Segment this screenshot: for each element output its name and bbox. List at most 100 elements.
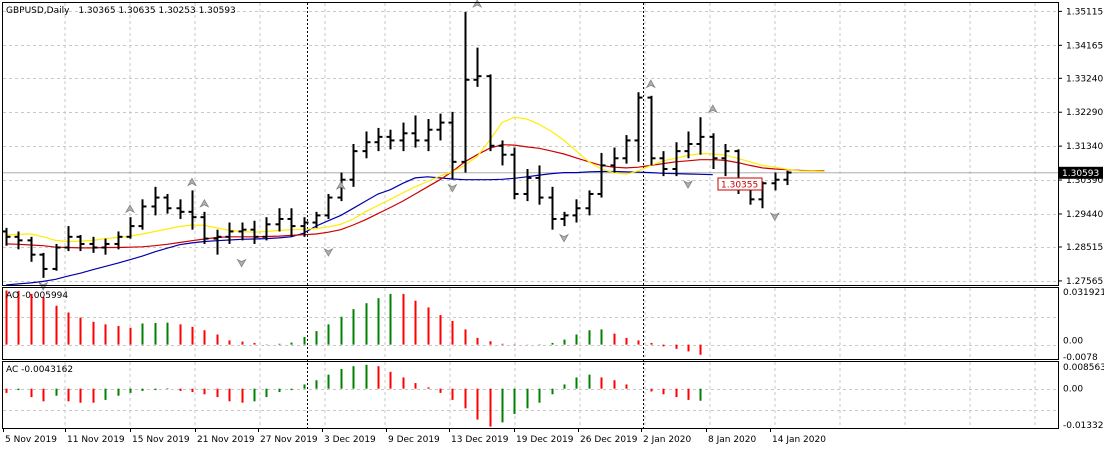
ohlc-bar — [225, 222, 234, 244]
ohlc-bar — [535, 165, 544, 205]
ohlc-bar — [2, 227, 11, 246]
time-tick-label: 14 Jan 2020 — [772, 435, 826, 445]
ohlc-bar — [436, 113, 445, 141]
ohlc-bar — [597, 152, 606, 198]
ohlc-bar — [287, 208, 296, 237]
price-tag: 1.30355 — [717, 177, 763, 191]
fractal-up-arrow — [472, 0, 483, 8]
fractal-up-arrow — [335, 181, 346, 190]
ohlc-bar — [27, 236, 36, 262]
ohlc-bar — [548, 186, 557, 230]
price-bars — [2, 11, 792, 278]
fractal-down-arrow — [769, 212, 780, 222]
ohlc-bar — [151, 186, 160, 216]
ohlc-bar — [200, 211, 209, 244]
ohlc-bar — [362, 131, 371, 159]
period-separators — [307, 3, 644, 428]
ohlc-bar — [126, 217, 135, 239]
grid — [3, 3, 1058, 428]
ao-tick-label: -0.0078 — [1063, 353, 1098, 363]
ohlc-bar — [324, 193, 333, 219]
ohlc-bar — [386, 129, 395, 150]
fractal-up-arrow — [199, 199, 210, 208]
ac-pane-frame — [2, 361, 1059, 429]
ac-tick-label: 0.00 — [1063, 385, 1083, 395]
ohlc-bar — [238, 222, 247, 241]
last-price-marker: 1.30593 — [1059, 166, 1103, 179]
ma-line-red — [5, 144, 825, 249]
ohlc-bar — [771, 172, 780, 191]
price-tick-label: 1.35115 — [1066, 7, 1103, 17]
ohlc-bar — [585, 190, 594, 216]
time-tick-label: 3 Dec 2019 — [324, 435, 376, 445]
price-tick-label: 1.31340 — [1066, 142, 1103, 152]
time-tick-label: 21 Nov 2019 — [197, 435, 255, 445]
ohlc-bar — [696, 117, 705, 155]
ohlc-bar — [672, 142, 681, 177]
price-tick-label: 1.34165 — [1066, 41, 1103, 51]
ohlc-bar — [622, 135, 631, 164]
ohlc-bar — [411, 115, 420, 148]
fractal-down-arrow — [558, 233, 570, 243]
fractal-down-arrow — [236, 258, 247, 268]
time-tick-label: 5 Nov 2019 — [5, 435, 57, 445]
ohlc-bar — [610, 147, 619, 173]
time-tick-label: 19 Dec 2019 — [516, 435, 574, 445]
price-tick-label: 1.29440 — [1066, 210, 1103, 220]
ao-pane-frame — [2, 287, 1059, 360]
ohlc-bar — [114, 231, 123, 250]
fractal-up-arrow — [186, 177, 198, 187]
symbol-title: GBPUSD,Daily 1.30365 1.30635 1.30253 1.3… — [6, 6, 236, 16]
ao-tick-label: 0.00 — [1063, 337, 1083, 347]
time-axis: 5 Nov 2019 11 Nov 2019 15 Nov 2019 21 Nov 2… — [3, 428, 826, 445]
ohlc-bar — [498, 140, 507, 166]
ohlc-bar — [634, 92, 643, 162]
ohlc-bar — [783, 170, 792, 186]
price-tag-label: 1.30355 — [721, 181, 758, 191]
ohlc-bar — [510, 147, 519, 200]
price-tick-label: 1.30390 — [1066, 176, 1103, 186]
ma-line-blue — [5, 170, 713, 286]
ohlc-bar — [312, 211, 321, 228]
fractal-down-arrow — [682, 180, 694, 189]
ao-title: AO -0.005994 — [6, 291, 68, 301]
time-tick-label: 9 Dec 2019 — [388, 435, 440, 445]
fractal-down-arrow — [447, 183, 458, 193]
ohlc-bar — [448, 111, 457, 180]
ohlc-bar — [647, 95, 656, 166]
ohlc-bar — [275, 208, 284, 232]
ao-tick-label: 0.031921 — [1063, 288, 1104, 298]
ohlc-bar — [138, 199, 147, 230]
fractal-down-arrow — [323, 248, 334, 257]
price-tick-label: 1.28515 — [1066, 243, 1103, 253]
fractal-up-arrow — [707, 104, 718, 114]
price-tick-label: 1.33240 — [1066, 74, 1103, 84]
ohlc-bar — [76, 235, 85, 252]
ohlc-bar — [262, 217, 271, 241]
ohlc-bar — [188, 190, 197, 230]
ohlc-bar — [52, 243, 61, 271]
ohlc-bar — [709, 133, 718, 169]
ohlc-bar — [684, 131, 693, 159]
ohlc-bar — [721, 144, 730, 177]
ac-axis: 0.0085636 0.00 -0.013328 — [1063, 363, 1104, 431]
price-tick-label: 1.32290 — [1066, 108, 1103, 118]
price-axis: 1.35115 1.34165 1.33240 1.32290 1.31340 1.303… — [1058, 7, 1103, 287]
ohlc-bar — [424, 119, 433, 152]
ohlc-bar — [659, 151, 668, 177]
time-tick-label: 15 Nov 2019 — [132, 435, 190, 445]
ohlc-bar — [560, 211, 569, 227]
ohlc-bar — [213, 229, 222, 255]
ac-histogram — [5, 364, 702, 427]
ohlc-bar — [399, 122, 408, 152]
fractal-up-arrow — [124, 204, 136, 214]
price-tick-label: 1.27565 — [1066, 277, 1103, 287]
main-pane-frame — [2, 2, 1059, 286]
time-tick-label: 8 Jan 2020 — [708, 435, 756, 445]
ac-tick-label: 0.0085636 — [1063, 363, 1104, 373]
ohlc-bar — [64, 226, 73, 252]
last-price-label: 1.30593 — [1062, 169, 1099, 179]
ac-title: AC -0.0043162 — [6, 365, 73, 375]
ohlc-bar — [39, 252, 48, 278]
